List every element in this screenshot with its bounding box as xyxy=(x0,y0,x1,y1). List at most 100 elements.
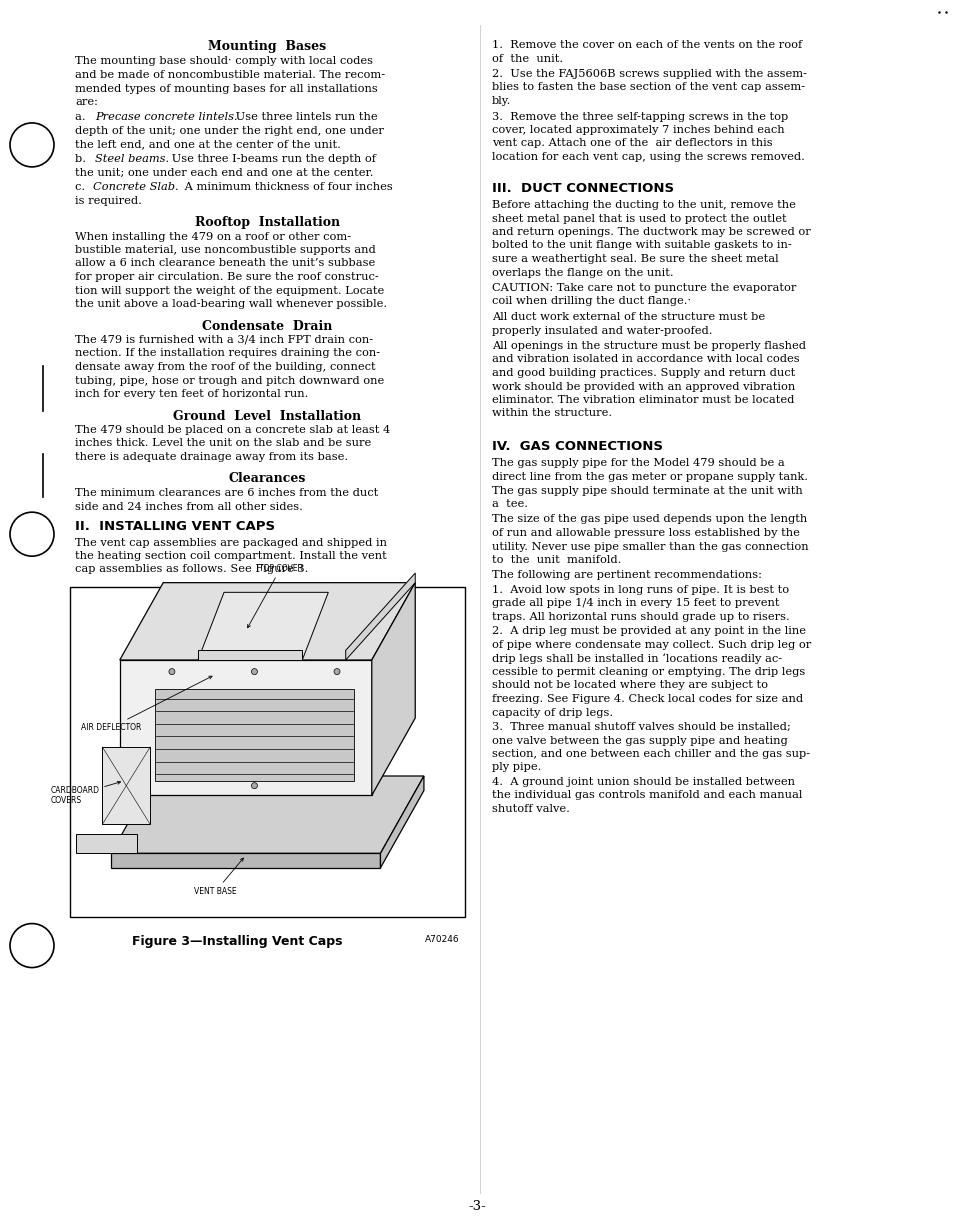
Text: All duct work external of the structure must be: All duct work external of the structure … xyxy=(492,312,764,322)
Text: depth of the unit; one under the right end, one under: depth of the unit; one under the right e… xyxy=(75,126,383,136)
Text: properly insulated and water-proofed.: properly insulated and water-proofed. xyxy=(492,325,712,335)
Polygon shape xyxy=(154,689,354,781)
Text: 2.  Use the FAJ5606B screws supplied with the assem-: 2. Use the FAJ5606B screws supplied with… xyxy=(492,69,806,79)
Text: The gas supply pipe for the Model 479 should be a: The gas supply pipe for the Model 479 sh… xyxy=(492,458,784,469)
Text: -3-: -3- xyxy=(468,1200,485,1213)
Circle shape xyxy=(10,923,54,968)
Text: for proper air circulation. Be sure the roof construc-: for proper air circulation. Be sure the … xyxy=(75,271,378,282)
Text: section, and one between each chiller and the gas sup-: section, and one between each chiller an… xyxy=(492,749,809,759)
Text: a.: a. xyxy=(75,113,92,123)
Polygon shape xyxy=(102,747,150,824)
Polygon shape xyxy=(198,592,328,659)
Text: allow a 6 inch clearance beneath the unit’s subbase: allow a 6 inch clearance beneath the uni… xyxy=(75,259,375,269)
Text: shutoff valve.: shutoff valve. xyxy=(492,804,569,814)
Text: sure a weathertight seal. Be sure the sheet metal: sure a weathertight seal. Be sure the sh… xyxy=(492,254,778,264)
Text: Condensate  Drain: Condensate Drain xyxy=(202,319,333,333)
Text: Use three lintels run the: Use three lintels run the xyxy=(232,113,377,123)
Text: tubing, pipe, hose or trough and pitch downward one: tubing, pipe, hose or trough and pitch d… xyxy=(75,376,384,386)
Text: vent cap. Attach one of the  air deflectors in this: vent cap. Attach one of the air deflecto… xyxy=(492,139,772,149)
Text: 1.  Avoid low spots in long runs of pipe. It is best to: 1. Avoid low spots in long runs of pipe.… xyxy=(492,585,788,596)
Circle shape xyxy=(10,123,54,167)
Text: When installing the 479 on a roof or other com-: When installing the 479 on a roof or oth… xyxy=(75,232,351,242)
Text: 3.  Three manual shutoff valves should be installed;: 3. Three manual shutoff valves should be… xyxy=(492,722,790,732)
Circle shape xyxy=(252,668,257,674)
Text: III.  DUCT CONNECTIONS: III. DUCT CONNECTIONS xyxy=(492,182,674,194)
Text: within the structure.: within the structure. xyxy=(492,409,612,419)
Text: to  the  unit  manifold.: to the unit manifold. xyxy=(492,555,620,565)
Text: of  the  unit.: of the unit. xyxy=(492,54,562,64)
Text: The gas supply pipe should terminate at the unit with: The gas supply pipe should terminate at … xyxy=(492,485,801,496)
Text: b.: b. xyxy=(75,154,93,165)
Text: the individual gas controls manifold and each manual: the individual gas controls manifold and… xyxy=(492,791,801,801)
Text: there is adequate drainage away from its base.: there is adequate drainage away from its… xyxy=(75,452,348,462)
Text: 2.  A drip leg must be provided at any point in the line: 2. A drip leg must be provided at any po… xyxy=(492,626,805,636)
Text: ply pipe.: ply pipe. xyxy=(492,763,540,772)
Text: CAUTION: Take care not to puncture the evaporator: CAUTION: Take care not to puncture the e… xyxy=(492,282,796,293)
Text: direct line from the gas meter or propane supply tank.: direct line from the gas meter or propan… xyxy=(492,472,807,483)
Text: and return openings. The ductwork may be screwed or: and return openings. The ductwork may be… xyxy=(492,227,810,237)
Polygon shape xyxy=(345,573,415,659)
Text: A minimum thickness of four inches: A minimum thickness of four inches xyxy=(181,182,393,192)
Text: of run and allowable pressure loss established by the: of run and allowable pressure loss estab… xyxy=(492,528,799,538)
Text: Use three I-beams run the depth of: Use three I-beams run the depth of xyxy=(168,154,375,165)
Text: AIR DEFLECTOR: AIR DEFLECTOR xyxy=(81,677,212,732)
Text: inches thick. Level the unit on the slab and be sure: inches thick. Level the unit on the slab… xyxy=(75,438,371,448)
Text: The vent cap assemblies are packaged and shipped in: The vent cap assemblies are packaged and… xyxy=(75,538,387,548)
Text: one valve between the gas supply pipe and heating: one valve between the gas supply pipe an… xyxy=(492,736,787,745)
Text: 4.  A ground joint union should be installed between: 4. A ground joint union should be instal… xyxy=(492,777,794,787)
Bar xyxy=(70,587,464,917)
Text: Rooftop  Installation: Rooftop Installation xyxy=(194,216,339,228)
Text: The following are pertinent recommendations:: The following are pertinent recommendati… xyxy=(492,571,761,581)
Text: cap assemblies as follows. See Figure 3.: cap assemblies as follows. See Figure 3. xyxy=(75,565,308,575)
Polygon shape xyxy=(111,853,380,868)
Text: side and 24 inches from all other sides.: side and 24 inches from all other sides. xyxy=(75,501,302,512)
Text: eliminator. The vibration eliminator must be located: eliminator. The vibration eliminator mus… xyxy=(492,395,794,405)
Text: mended types of mounting bases for all installations: mended types of mounting bases for all i… xyxy=(75,84,377,93)
Text: bustible material, use noncombustible supports and: bustible material, use noncombustible su… xyxy=(75,246,375,255)
Text: traps. All horizontal runs should grade up to risers.: traps. All horizontal runs should grade … xyxy=(492,612,789,623)
Text: All openings in the structure must be properly flashed: All openings in the structure must be pr… xyxy=(492,341,805,351)
Text: IV.  GAS CONNECTIONS: IV. GAS CONNECTIONS xyxy=(492,440,662,453)
Text: cessible to permit cleaning or emptying. The drip legs: cessible to permit cleaning or emptying.… xyxy=(492,667,804,677)
Text: Clearances: Clearances xyxy=(229,473,306,485)
Polygon shape xyxy=(120,659,372,796)
Text: bolted to the unit flange with suitable gaskets to in-: bolted to the unit flange with suitable … xyxy=(492,241,791,251)
Text: should not be located where they are subject to: should not be located where they are sub… xyxy=(492,680,767,690)
Text: Precase concrete lintels.: Precase concrete lintels. xyxy=(95,113,237,123)
Text: the unit; one under each end and one at the center.: the unit; one under each end and one at … xyxy=(75,167,374,178)
Text: overlaps the flange on the unit.: overlaps the flange on the unit. xyxy=(492,268,673,278)
Text: inch for every ten feet of horizontal run.: inch for every ten feet of horizontal ru… xyxy=(75,389,308,399)
Text: Concrete Slab.: Concrete Slab. xyxy=(92,182,178,192)
Text: coil when drilling the duct flange.·: coil when drilling the duct flange.· xyxy=(492,296,690,307)
Circle shape xyxy=(334,668,339,674)
Text: cover, located approximately 7 inches behind each: cover, located approximately 7 inches be… xyxy=(492,125,783,135)
Text: 1.  Remove the cover on each of the vents on the roof: 1. Remove the cover on each of the vents… xyxy=(492,41,801,50)
Text: densate away from the roof of the building, connect: densate away from the roof of the buildi… xyxy=(75,362,375,372)
Circle shape xyxy=(10,512,54,556)
Text: work should be provided with an approved vibration: work should be provided with an approved… xyxy=(492,382,795,392)
Polygon shape xyxy=(111,776,423,853)
Text: Mounting  Bases: Mounting Bases xyxy=(208,41,326,53)
Text: A70246: A70246 xyxy=(425,935,459,944)
Text: 3.  Remove the three self-tapping screws in the top: 3. Remove the three self-tapping screws … xyxy=(492,112,787,122)
Text: tion will support the weight of the equipment. Locate: tion will support the weight of the equi… xyxy=(75,285,384,296)
Text: bly.: bly. xyxy=(492,96,511,106)
Text: The 479 should be placed on a concrete slab at least 4: The 479 should be placed on a concrete s… xyxy=(75,425,390,435)
Text: sheet metal panel that is used to protect the outlet: sheet metal panel that is used to protec… xyxy=(492,214,786,223)
Polygon shape xyxy=(372,582,415,796)
Text: Ground  Level  Installation: Ground Level Installation xyxy=(173,409,361,422)
Text: and vibration isolated in accordance with local codes: and vibration isolated in accordance wit… xyxy=(492,355,799,365)
Text: c.: c. xyxy=(75,182,92,192)
Text: and be made of noncombustible material. The recom-: and be made of noncombustible material. … xyxy=(75,70,385,80)
Text: TOP COVER: TOP COVER xyxy=(248,564,302,628)
Text: II.  INSTALLING VENT CAPS: II. INSTALLING VENT CAPS xyxy=(75,519,274,533)
Text: the unit above a load-bearing wall whenever possible.: the unit above a load-bearing wall whene… xyxy=(75,298,387,309)
Text: and good building practices. Supply and return duct: and good building practices. Supply and … xyxy=(492,368,795,378)
Polygon shape xyxy=(76,834,137,853)
Text: drip legs shall be installed in ‘locations readily ac-: drip legs shall be installed in ‘locatio… xyxy=(492,653,781,664)
Text: The minimum clearances are 6 inches from the duct: The minimum clearances are 6 inches from… xyxy=(75,488,377,499)
Text: of pipe where condensate may collect. Such drip leg or: of pipe where condensate may collect. Su… xyxy=(492,640,810,650)
Polygon shape xyxy=(380,776,423,868)
Text: The size of the gas pipe used depends upon the length: The size of the gas pipe used depends up… xyxy=(492,515,806,524)
Text: blies to fasten the base section of the vent cap assem-: blies to fasten the base section of the … xyxy=(492,82,804,92)
